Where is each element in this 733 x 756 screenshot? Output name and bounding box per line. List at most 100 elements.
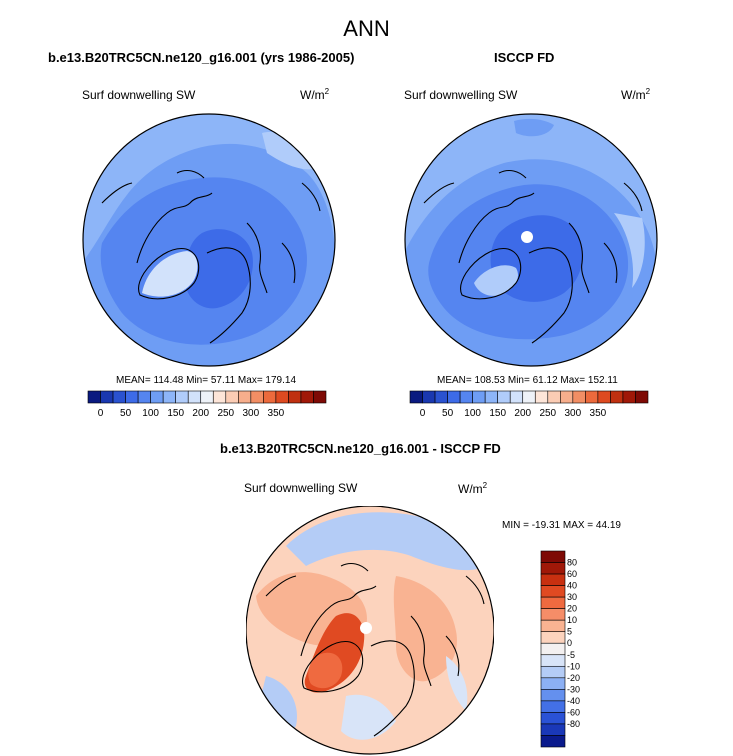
colorbar-tick-label: 100	[464, 408, 481, 419]
panel2-variable-label: Surf downwelling SW	[404, 88, 518, 102]
colorbar-swatch	[622, 390, 636, 404]
panel3-units-label: W/m2	[458, 481, 488, 496]
panel2-europe-high	[614, 213, 645, 288]
colorbar-swatch	[540, 562, 566, 575]
panel1-stats: MEAN= 114.48 Min= 57.11 Max= 179.14	[116, 375, 297, 386]
colorbar-tick-label: 60	[567, 569, 577, 579]
panel1-heading: b.e13.B20TRC5CN.ne120_g16.001 (yrs 1986-…	[48, 50, 355, 65]
colorbar-swatch	[509, 390, 524, 404]
colorbar-tick-label: 350	[268, 408, 285, 419]
colorbar-swatch	[150, 390, 164, 404]
panel3-east-negative	[446, 656, 468, 711]
colorbar-swatch	[540, 654, 566, 667]
panel3-heading: b.e13.B20TRC5CN.ne120_g16.001 - ISCCP FD	[220, 441, 501, 456]
colorbar-swatch	[447, 390, 461, 404]
colorbar-tick-label: -40	[567, 696, 580, 706]
panel3-europe-negative	[341, 694, 396, 740]
colorbar-swatch	[540, 573, 566, 586]
colorbar-tick-label: -20	[567, 673, 580, 683]
colorbar-tick-label: 0	[98, 408, 104, 419]
colorbar-tick-label: 50	[120, 408, 132, 419]
panel1-units-label: W/m2	[300, 87, 330, 102]
panel3-colorbar-swatches	[540, 550, 566, 748]
colorbar-tick-label: 0	[420, 408, 426, 419]
colorbar-swatch	[288, 390, 302, 404]
colorbar-swatch	[112, 390, 126, 404]
colorbar-swatch	[238, 390, 252, 404]
colorbar-swatch	[200, 390, 214, 404]
colorbar-swatch	[560, 390, 574, 404]
panel3-greenland-core	[308, 652, 343, 689]
colorbar-tick-label: 20	[567, 604, 577, 614]
colorbar-tick-label: 350	[590, 408, 607, 419]
panel2-colorbar-ticks: 0 50 100 150 200 250 300 350	[420, 408, 607, 419]
colorbar-swatch	[540, 700, 566, 713]
panel3-variable-label: Surf downwelling SW	[244, 481, 358, 495]
colorbar-swatch	[540, 550, 566, 563]
panel1-coastlines	[101, 169, 321, 344]
colorbar-swatch	[522, 390, 536, 404]
colorbar-tick-label: 50	[442, 408, 454, 419]
colorbar-tick-label: 5	[567, 627, 572, 637]
colorbar-swatch	[585, 390, 599, 404]
colorbar-swatch	[162, 390, 176, 404]
colorbar-swatch	[540, 585, 566, 598]
panel3-canada-positive	[393, 576, 457, 682]
colorbar-tick-label: 10	[567, 615, 577, 625]
colorbar-swatch	[540, 723, 566, 736]
colorbar-tick-label: 200	[192, 408, 209, 419]
panel3-pacific-negative	[286, 512, 486, 571]
colorbar-tick-label: 40	[567, 581, 577, 591]
panel3-polar-map	[246, 506, 494, 755]
colorbar-swatch	[540, 608, 566, 621]
colorbar-tick-label: -60	[567, 707, 580, 717]
panel3-map-boundary	[246, 506, 494, 755]
colorbar-tick-label: 150	[167, 408, 184, 419]
panel2-colorbar: 0 50 100 150 200 250 300 350	[409, 390, 649, 419]
colorbar-swatch	[540, 642, 566, 656]
panel3-coastlines	[265, 562, 485, 737]
colorbar-swatch	[610, 390, 624, 404]
panel2-map-boundary	[404, 113, 658, 367]
colorbar-swatch	[547, 390, 561, 404]
colorbar-swatch	[540, 677, 566, 690]
panel2-colorbar-swatches	[409, 390, 649, 404]
panel2-pacific-patch	[514, 118, 554, 137]
colorbar-tick-label: 80	[567, 558, 577, 568]
colorbar-tick-label: 150	[489, 408, 506, 419]
colorbar-tick-label: 200	[514, 408, 531, 419]
panel3-stats: MIN = -19.31 MAX = 44.19	[502, 520, 621, 531]
colorbar-tick-label: -10	[567, 661, 580, 671]
colorbar-swatch	[250, 390, 264, 404]
colorbar-tick-label: -30	[567, 684, 580, 694]
colorbar-swatch	[540, 596, 566, 609]
panel1-variable-label: Surf downwelling SW	[82, 88, 196, 102]
colorbar-swatch	[300, 390, 314, 404]
panel1-polar-map	[82, 113, 336, 367]
colorbar-swatch	[484, 390, 498, 404]
colorbar-tick-label: -80	[567, 719, 580, 729]
colorbar-tick-label: 100	[142, 408, 159, 419]
panel3-pole-missing	[360, 622, 372, 634]
page-title: ANN	[343, 16, 390, 41]
colorbar-tick-label: 0	[567, 638, 572, 648]
panel2-units-label: W/m2	[621, 87, 651, 102]
colorbar-swatch	[137, 390, 151, 404]
colorbar-swatch	[459, 390, 473, 404]
colorbar-swatch	[125, 390, 139, 404]
colorbar-swatch	[540, 631, 566, 644]
colorbar-swatch	[540, 735, 566, 748]
colorbar-swatch	[275, 390, 289, 404]
panel1-map-boundary	[82, 113, 336, 367]
panel1-colorbar-swatches	[87, 390, 327, 404]
colorbar-swatch	[434, 390, 448, 404]
panel2-greenland-high	[474, 265, 519, 296]
colorbar-tick-label: 300	[242, 408, 259, 419]
colorbar-swatch	[540, 619, 566, 633]
colorbar-tick-label: 30	[567, 592, 577, 602]
colorbar-tick-label: 300	[564, 408, 581, 419]
colorbar-swatch	[540, 712, 566, 725]
colorbar-swatch	[87, 390, 101, 404]
colorbar-swatch	[100, 390, 114, 404]
